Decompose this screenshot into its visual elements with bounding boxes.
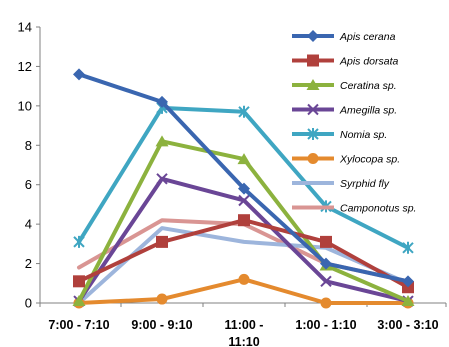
x-tick-label: 1:00 - 1:10: [295, 318, 356, 332]
series-apis-dorsata: [73, 214, 414, 294]
data-point: [238, 214, 250, 227]
y-tick-label: 6: [25, 177, 32, 192]
data-point: [73, 235, 85, 248]
legend-marker: [307, 54, 319, 67]
legend-label: Xylocopa sp.: [339, 154, 400, 166]
x-tick-label: 9:00 - 9:10: [131, 318, 192, 332]
data-point: [73, 68, 85, 81]
y-tick-label: 12: [18, 59, 32, 74]
legend-marker: [306, 79, 320, 90]
data-point: [402, 241, 414, 254]
legend-entry: Apis dorsata: [292, 54, 399, 68]
legend-marker: [307, 103, 319, 116]
y-tick-label: 10: [18, 98, 32, 113]
legend-label: Amegilla sp.: [339, 105, 397, 117]
series-apis-cerana: [73, 68, 414, 288]
legend-label: Camponotus sp.: [340, 203, 416, 215]
data-point: [402, 275, 414, 288]
data-point: [237, 153, 251, 165]
legend-entry: Syrphid fly: [292, 178, 390, 190]
legend: Apis cerana Apis dorsata Ceratina sp. Amegi…: [292, 30, 416, 215]
data-point: [156, 173, 168, 185]
data-point: [320, 297, 332, 309]
legend-entry: Apis cerana: [292, 30, 396, 43]
legend-label: Nomia sp.: [340, 129, 387, 141]
series-layer: [72, 68, 415, 309]
legend-entry: Camponotus sp.: [292, 203, 416, 215]
x-tick-label: 3:00 - 3:10: [377, 318, 438, 332]
data-point: [73, 275, 85, 288]
legend-entry: Xylocopa sp.: [292, 153, 400, 166]
data-point: [156, 95, 168, 108]
chart-axes: 0 2 4 6 8 10 12 14 7:00 - 7:10 9:00 - 9:10 11:00 -…: [18, 20, 447, 347]
data-point: [156, 293, 168, 305]
data-point: [320, 235, 332, 248]
y-tick-label: 8: [25, 138, 32, 153]
data-point: [156, 235, 168, 248]
data-point: [72, 295, 86, 307]
legend-entry: Nomia sp.: [292, 128, 387, 141]
legend-label: Apis dorsata: [339, 56, 399, 68]
legend-label: Syrphid fly: [340, 178, 390, 190]
y-tick-label: 0: [25, 296, 32, 311]
x-tick-label: 7:00 - 7:10: [48, 318, 109, 332]
y-tick-label: 14: [18, 20, 32, 35]
series-ceratina-sp: [72, 135, 415, 307]
data-point: [401, 295, 415, 307]
data-point: [155, 135, 169, 147]
data-point: [320, 257, 332, 270]
legend-marker: [307, 153, 319, 164]
y-tick-label: 2: [25, 256, 32, 271]
legend-label: Ceratina sp.: [340, 80, 397, 92]
legend-marker: [307, 30, 319, 42]
data-point: [238, 194, 250, 207]
y-tick-label: 4: [25, 217, 32, 232]
data-point: [238, 273, 250, 285]
legend-entry: Ceratina sp.: [292, 79, 397, 92]
legend-entry: Amegilla sp.: [292, 103, 397, 117]
data-point: [320, 275, 332, 288]
x-tick-label: 11:00 -11:10: [225, 318, 264, 347]
legend-marker: [307, 128, 319, 140]
legend-label: Apis cerana: [339, 31, 396, 43]
data-point: [238, 182, 250, 195]
data-point: [238, 105, 250, 118]
